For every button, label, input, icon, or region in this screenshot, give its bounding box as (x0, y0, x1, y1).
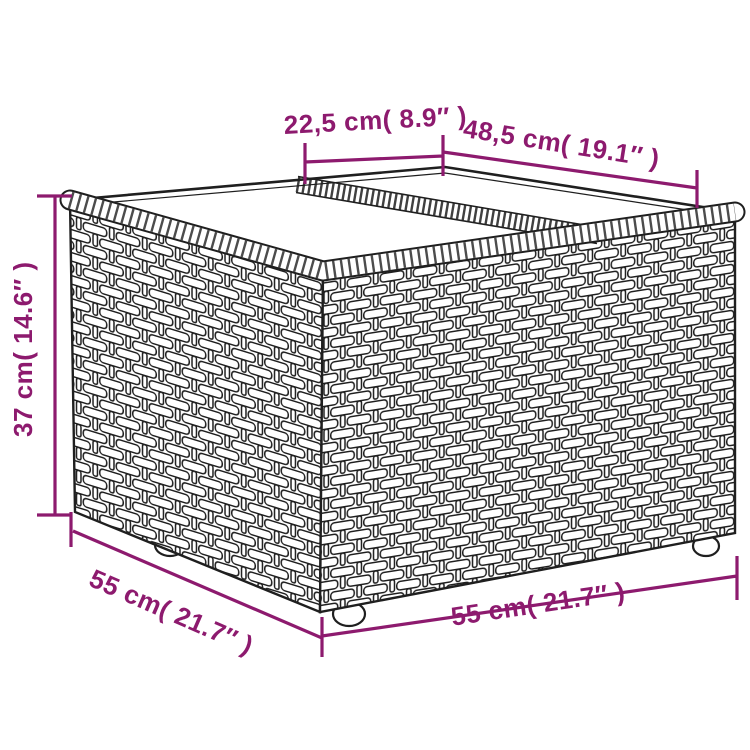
dimension-line-glass-depth (442, 150, 699, 208)
dimension-label-height: 37 cm( 14.6″ ) (8, 261, 38, 437)
dimension-line-glass-panel (303, 135, 445, 184)
glass-back-edges (69, 165, 736, 217)
dimension-lines (37, 135, 739, 657)
dimension-line-side-depth (69, 512, 324, 657)
wicker-rim-roll (59, 189, 746, 282)
dimension-line-height (37, 194, 72, 517)
dimension-line-front-width (321, 556, 739, 638)
